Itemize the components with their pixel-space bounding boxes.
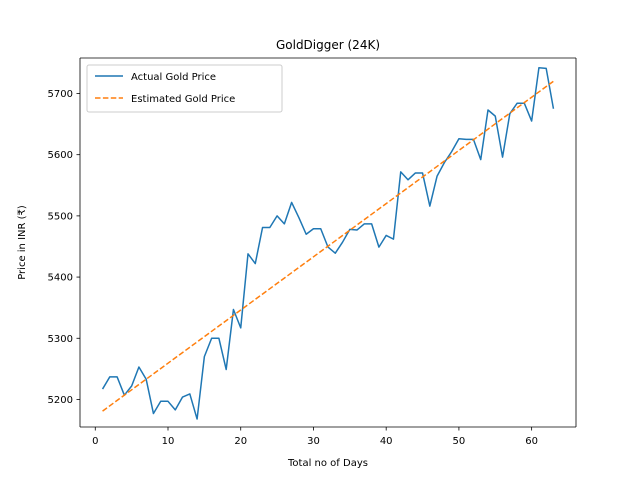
x-axis-label: Total no of Days [287,458,368,469]
x-tick-label: 20 [234,436,247,447]
x-tick-label: 60 [525,436,538,447]
series-line-1 [102,80,554,412]
legend-label-actual: Actual Gold Price [131,72,216,83]
x-axis-ticks: 0 10 20 30 40 50 60 [92,427,538,447]
legend-label-estimated: Estimated Gold Price [131,94,235,105]
axes-frame [79,57,577,428]
y-axis-label: Price in INR (₹) [17,205,28,280]
legend: Actual Gold Price Estimated Gold Price [86,64,283,113]
x-tick-label: 30 [307,436,320,447]
x-tick-label: 50 [453,436,466,447]
legend-box [86,64,283,113]
series-layer [101,67,555,420]
x-tick-label: 0 [92,436,98,447]
y-tick-label: 5700 [48,89,73,100]
y-tick-label: 5600 [48,150,73,161]
y-tick-label: 5400 [48,273,73,284]
x-tick-label: 40 [380,436,393,447]
y-tick-label: 5200 [48,395,73,406]
plot-area [80,58,576,427]
x-tick-label: 10 [162,436,175,447]
y-tick-label: 5500 [48,211,73,222]
y-axis-ticks: 5200 5300 5400 5500 5600 5700 [48,89,80,406]
y-tick-label: 5300 [48,334,73,345]
chart-title: GoldDigger (24K) [276,38,380,52]
